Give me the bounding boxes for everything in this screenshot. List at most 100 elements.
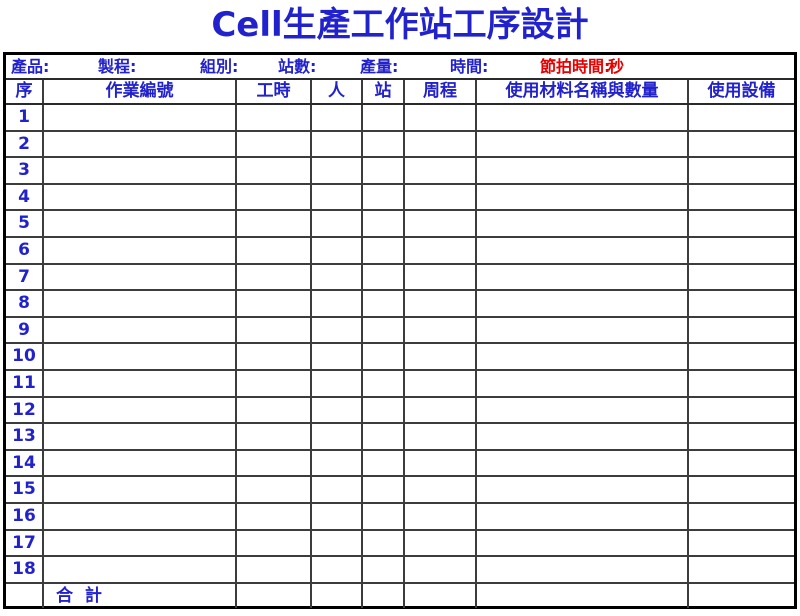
empty-cell <box>405 158 477 183</box>
row-number-cell: 2 <box>6 131 44 157</box>
empty-cell <box>312 184 363 210</box>
col-header-seq: 序 <box>6 80 44 103</box>
empty-cell <box>312 583 363 608</box>
empty-cell <box>44 184 237 210</box>
empty-cell <box>405 503 477 529</box>
col-header-cycle: 周程 <box>405 80 477 103</box>
empty-cell <box>689 238 794 263</box>
empty-cell <box>237 557 312 582</box>
empty-cell <box>44 557 237 582</box>
row-number-cell: 4 <box>6 184 44 210</box>
group-label: 組別: <box>200 57 239 76</box>
empty-cell <box>312 370 363 396</box>
product-label: 產品: <box>11 57 50 76</box>
empty-cell <box>312 397 363 423</box>
row-number-cell: 10 <box>6 344 44 369</box>
empty-cell <box>689 211 794 236</box>
empty-cell <box>363 237 405 263</box>
empty-cell <box>237 237 312 263</box>
empty-cell <box>312 291 363 316</box>
row-number-cell: 14 <box>6 450 44 476</box>
table-row: 12 <box>6 397 794 425</box>
empty-cell <box>477 344 689 369</box>
empty-cell <box>237 370 312 396</box>
table-row: 9 <box>6 317 794 345</box>
empty-cell <box>477 503 689 529</box>
col-header-materials: 使用材料名稱與數量 <box>477 80 689 103</box>
empty-cell <box>312 344 363 369</box>
process-design-table: 產品: 製程: 組別: 站數: 產量: 時間: 節拍時間: 秒 序 作業編號 工… <box>3 52 797 609</box>
empty-cell <box>312 477 363 502</box>
row-number-cell: 15 <box>6 477 44 502</box>
empty-cell <box>363 131 405 157</box>
takt-time-unit: 秒 <box>608 57 625 76</box>
col-header-work-hours: 工時 <box>237 80 312 103</box>
table-row: 11 <box>6 370 794 398</box>
table-row: 15 <box>6 477 794 504</box>
empty-cell <box>405 184 477 210</box>
table-row: 10 <box>6 344 794 371</box>
table-row: 5 <box>6 211 794 238</box>
empty-cell <box>689 398 794 423</box>
empty-cell <box>405 370 477 396</box>
empty-cell <box>237 503 312 529</box>
table-row: 14 <box>6 450 794 478</box>
empty-cell <box>689 584 794 608</box>
table-row: 7 <box>6 264 794 292</box>
empty-cell <box>44 264 237 290</box>
col-header-equipment: 使用設備 <box>707 81 776 101</box>
empty-cell <box>477 370 689 396</box>
table-row: 16 <box>6 503 794 531</box>
table-row: 18 <box>6 557 794 584</box>
empty-cell <box>405 344 477 369</box>
empty-cell <box>477 158 689 183</box>
table-row: 4 <box>6 184 794 212</box>
empty-cell <box>44 131 237 157</box>
empty-cell <box>405 317 477 343</box>
table-row: 6 <box>6 237 794 265</box>
process-label: 製程: <box>98 57 137 76</box>
empty-cell <box>363 264 405 290</box>
table-row: 1 <box>6 105 794 132</box>
empty-cell <box>312 317 363 343</box>
row-number-cell: 5 <box>6 211 44 236</box>
empty-cell <box>44 397 237 423</box>
empty-cell <box>312 105 363 130</box>
row-number-cell: 16 <box>6 503 44 529</box>
empty-cell <box>689 105 794 130</box>
row-number-cell: 13 <box>6 424 44 449</box>
empty-cell <box>44 211 237 236</box>
empty-cell <box>477 477 689 502</box>
empty-cell <box>363 370 405 396</box>
table-row: 8 <box>6 291 794 318</box>
empty-cell <box>405 105 477 130</box>
empty-cell <box>44 291 237 316</box>
row-number-cell: 17 <box>6 530 44 556</box>
empty-cell <box>363 344 405 369</box>
empty-cell <box>477 557 689 582</box>
time-label: 時間: <box>450 57 489 76</box>
empty-cell <box>689 318 794 343</box>
row-number-cell: 3 <box>6 158 44 183</box>
empty-cell <box>405 131 477 157</box>
empty-cell <box>405 291 477 316</box>
empty-cell <box>312 557 363 582</box>
empty-cell <box>363 424 405 449</box>
empty-cell <box>44 424 237 449</box>
empty-cell <box>689 158 794 183</box>
empty-cell <box>44 344 237 369</box>
row-number-cell: 8 <box>6 291 44 316</box>
empty-cell <box>689 424 794 449</box>
empty-cell <box>689 504 794 529</box>
empty-cell <box>237 105 312 130</box>
empty-cell <box>477 583 689 608</box>
empty-cell <box>44 317 237 343</box>
empty-cell <box>44 237 237 263</box>
empty-cell <box>44 370 237 396</box>
empty-cell <box>237 397 312 423</box>
empty-cell <box>237 158 312 183</box>
empty-cell <box>477 131 689 157</box>
empty-cell <box>689 185 794 210</box>
row-number-cell: 6 <box>6 237 44 263</box>
empty-cell <box>237 131 312 157</box>
